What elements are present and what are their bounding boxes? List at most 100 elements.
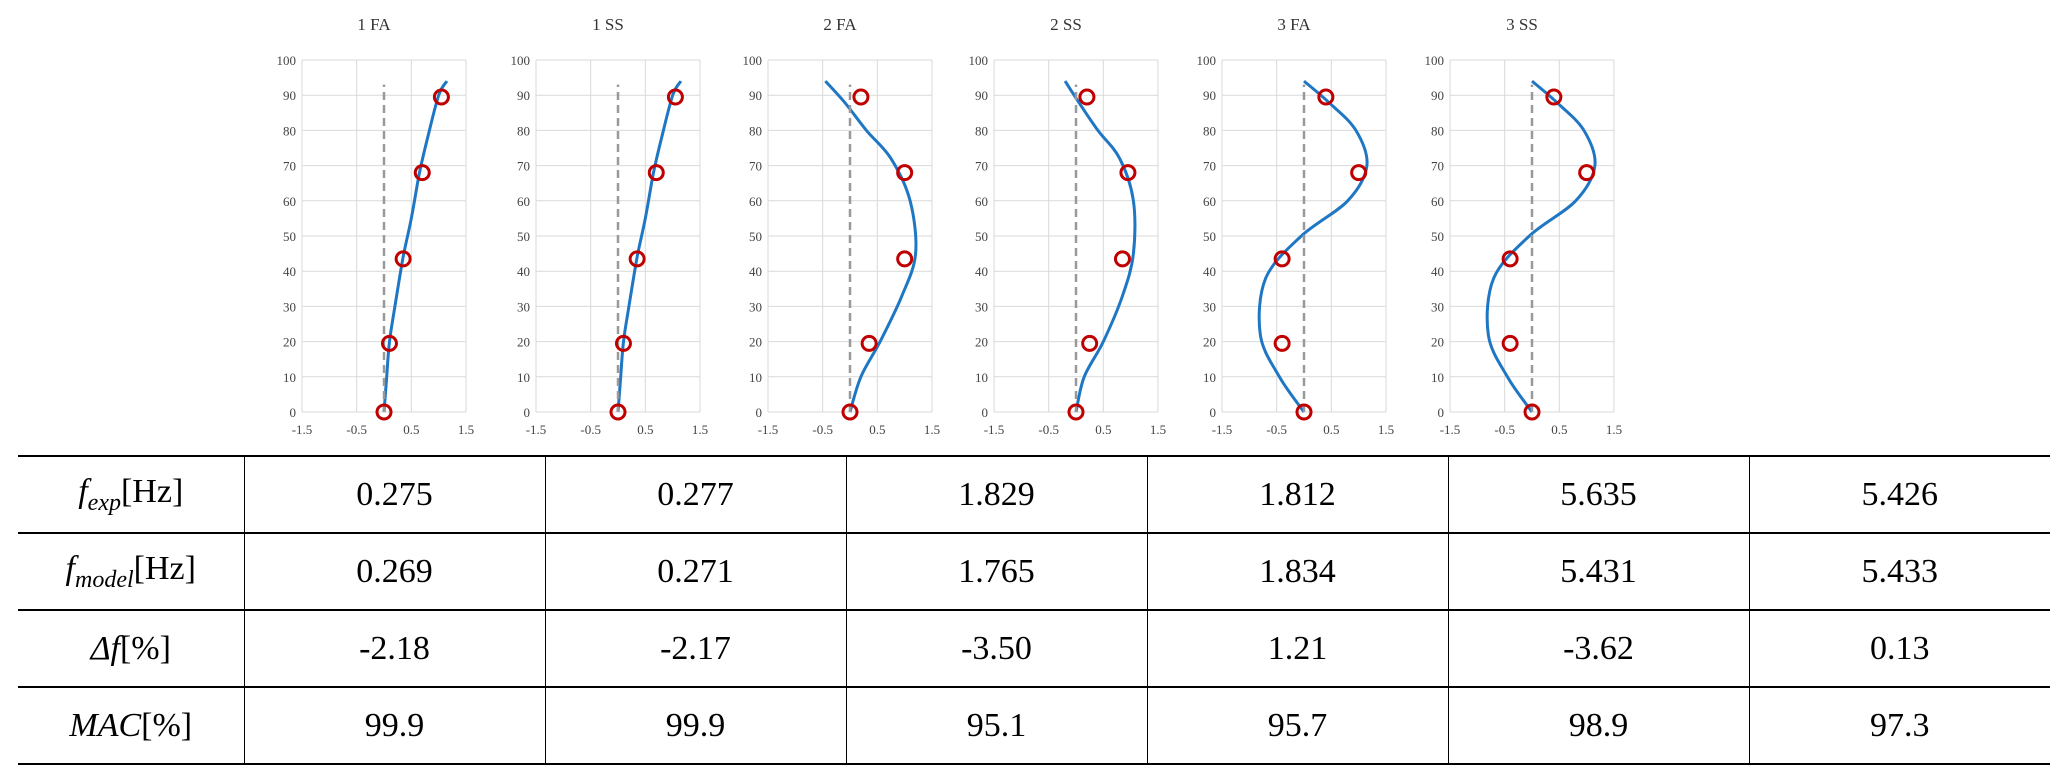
table-cell: 0.13 [1748, 609, 2050, 688]
table-cell: 5.431 [1447, 532, 1749, 611]
table-cell: 0.271 [544, 532, 846, 611]
y-tick-label: 10 [749, 370, 762, 385]
measured-point [1578, 164, 1596, 182]
y-tick-label: 70 [517, 159, 530, 174]
x-tick-label: -0.5 [1266, 422, 1287, 437]
y-tick-label: 70 [749, 159, 762, 174]
table-row-mac: MAC[%] 99.9 99.9 95.1 95.7 98.9 97.3 [18, 686, 2050, 765]
x-tick-label: -1.5 [1440, 422, 1461, 437]
y-tick-label: 0 [982, 405, 989, 420]
table-cell: 95.7 [1146, 686, 1448, 765]
frequency-mac-table: fexp[Hz] 0.275 0.277 1.829 1.812 5.635 5… [18, 455, 2050, 765]
measured-point [1501, 334, 1519, 352]
chart-6: 3 SS 0 10 20 30 40 50 60 70 80 90 100 -1.5 -0.5 0.5 1.5 [1425, 15, 1623, 437]
x-tick-label: 0.5 [637, 422, 653, 437]
y-tick-label: 100 [1425, 53, 1445, 68]
y-tick-label: 100 [1197, 53, 1217, 68]
y-tick-label: 30 [517, 299, 530, 314]
y-tick-label: 100 [969, 53, 989, 68]
y-tick-label: 20 [975, 335, 988, 350]
y-tick-label: 0 [1210, 405, 1217, 420]
x-tick-label: 1.5 [1606, 422, 1622, 437]
table-cell: 1.834 [1146, 532, 1448, 611]
chart-4: 2 SS 0 10 20 30 40 50 60 70 80 90 100 -1.5 -0.5 0.5 1.5 [969, 15, 1167, 437]
model-mode-shape-line [1063, 80, 1137, 413]
table-cell: 98.9 [1447, 686, 1749, 765]
table-cell: 1.829 [845, 455, 1147, 534]
x-tick-label: -1.5 [526, 422, 547, 437]
table-cell: 97.3 [1748, 686, 2050, 765]
measured-point [860, 334, 878, 352]
y-tick-label: 80 [283, 123, 296, 138]
chart-title: 3 SS [1506, 15, 1538, 34]
x-tick-label: -0.5 [812, 422, 833, 437]
y-tick-label: 90 [975, 88, 988, 103]
measured-point [666, 88, 684, 106]
y-tick-label: 50 [975, 229, 988, 244]
y-tick-label: 90 [749, 88, 762, 103]
y-tick-label: 20 [1203, 335, 1216, 350]
y-tick-label: 40 [749, 264, 762, 279]
y-tick-label: 50 [283, 229, 296, 244]
x-tick-label: 1.5 [924, 422, 940, 437]
measured-point [1273, 250, 1291, 268]
y-tick-label: 30 [975, 299, 988, 314]
chart-5: 3 FA 0 10 20 30 40 50 60 70 80 90 100 -1.5 -0.5 0.5 1.5 [1197, 15, 1395, 437]
measured-point [609, 403, 627, 421]
chart-2: 1 SS 0 10 20 30 40 50 60 70 80 90 100 -1.5 -0.5 0.5 1.5 [511, 15, 709, 437]
y-tick-label: 40 [283, 264, 296, 279]
y-tick-label: 90 [517, 88, 530, 103]
y-tick-label: 30 [1203, 299, 1216, 314]
x-tick-label: 1.5 [692, 422, 708, 437]
y-tick-label: 60 [517, 194, 530, 209]
y-tick-label: 40 [1431, 264, 1444, 279]
table-cell: 0.275 [243, 455, 545, 534]
model-mode-shape-line [616, 80, 683, 413]
y-tick-label: 50 [1431, 229, 1444, 244]
chart-title: 2 SS [1050, 15, 1082, 34]
x-tick-label: -1.5 [292, 422, 313, 437]
table-cell: -2.17 [544, 609, 846, 688]
y-tick-label: 20 [517, 335, 530, 350]
measured-point [1081, 334, 1099, 352]
y-tick-label: 70 [1203, 159, 1216, 174]
table-cell: 1.812 [1146, 455, 1448, 534]
table-cell: 99.9 [243, 686, 545, 765]
y-tick-label: 30 [1431, 299, 1444, 314]
y-tick-label: 40 [1203, 264, 1216, 279]
table-cell: 5.433 [1748, 532, 2050, 611]
measured-point [896, 250, 914, 268]
y-tick-label: 100 [743, 53, 763, 68]
y-tick-label: 20 [1431, 335, 1444, 350]
y-tick-label: 100 [511, 53, 531, 68]
x-tick-label: 0.5 [869, 422, 885, 437]
row-header-mac: MAC[%] [18, 686, 244, 765]
table-cell: 1.21 [1146, 609, 1448, 688]
x-tick-label: -0.5 [580, 422, 601, 437]
model-mode-shape-line [824, 80, 918, 413]
y-tick-label: 100 [277, 53, 297, 68]
y-tick-label: 70 [1431, 159, 1444, 174]
table-cell: -3.50 [845, 609, 1147, 688]
measured-point [1078, 88, 1096, 106]
x-tick-label: -0.5 [1494, 422, 1515, 437]
row-header-f-model: fmodel[Hz] [18, 532, 244, 611]
table-cell: 99.9 [544, 686, 846, 765]
y-tick-label: 10 [1203, 370, 1216, 385]
y-tick-label: 60 [1431, 194, 1444, 209]
y-tick-label: 80 [975, 123, 988, 138]
y-tick-label: 80 [1431, 123, 1444, 138]
model-mode-shape-line [1257, 79, 1369, 413]
row-header-delta-f: Δf[%] [18, 609, 244, 688]
table-row-f-model: fmodel[Hz] 0.269 0.271 1.765 1.834 5.431… [18, 532, 2050, 611]
y-tick-label: 30 [749, 299, 762, 314]
y-tick-label: 20 [749, 335, 762, 350]
measured-point [1119, 164, 1137, 182]
x-tick-label: 0.5 [403, 422, 419, 437]
x-tick-label: -1.5 [1212, 422, 1233, 437]
chart-title: 1 SS [592, 15, 624, 34]
x-tick-label: -1.5 [758, 422, 779, 437]
chart-1: 1 FA 0 10 20 30 40 50 60 70 80 90 100 -1.5 -0.5 0.5 1.5 [277, 15, 475, 437]
x-tick-label: 1.5 [1150, 422, 1166, 437]
